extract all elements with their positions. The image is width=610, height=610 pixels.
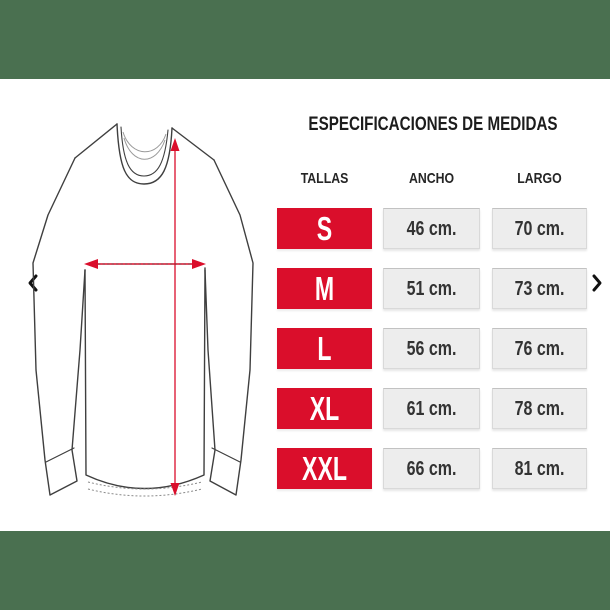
ancho-value: 56 cm.	[383, 328, 480, 369]
largo-value: 73 cm.	[492, 268, 587, 309]
carousel-next-button[interactable]	[590, 272, 606, 294]
largo-value: 70 cm.	[492, 208, 587, 249]
column-header-tallas: TALLAS	[300, 170, 349, 187]
left-cuff-seam	[45, 447, 75, 463]
ancho-value: 66 cm.	[383, 448, 480, 489]
ancho-value: 46 cm.	[383, 208, 480, 249]
left-shoulder	[74, 123, 118, 159]
size-badge: S	[277, 208, 372, 249]
ancho-value: 51 cm.	[383, 268, 480, 309]
column-header-largo: LARGO	[517, 170, 562, 187]
size-chart-title: ESPECIFICACIONES DE MEDIDAS	[308, 114, 558, 135]
width-arrow	[84, 259, 206, 269]
page-background-top-band	[0, 0, 610, 79]
table-row: XL 61 cm. 78 cm.	[277, 388, 589, 429]
collar-rib-2	[123, 137, 166, 160]
collar-inner	[120, 126, 169, 177]
shirt-measurement-diagram	[22, 110, 272, 511]
size-chart: ESPECIFICACIONES DE MEDIDAS TALLAS ANCHO…	[277, 112, 589, 494]
largo-value: 81 cm.	[492, 448, 587, 489]
left-sleeve	[32, 157, 86, 496]
size-badge: M	[277, 268, 372, 309]
page-background-bottom-band	[0, 531, 610, 610]
collar-rib-1	[122, 131, 167, 153]
right-shoulder	[171, 127, 215, 161]
ancho-value: 61 cm.	[383, 388, 480, 429]
collar-outer	[116, 123, 173, 185]
largo-value: 76 cm.	[492, 328, 587, 369]
chevron-right-icon	[590, 273, 606, 293]
size-badge: L	[277, 328, 372, 369]
body-outline	[84, 267, 206, 490]
hem-stitch-1	[87, 481, 203, 490]
table-row: M 51 cm. 73 cm.	[277, 268, 589, 309]
table-row: S 46 cm. 70 cm.	[277, 208, 589, 249]
table-row: L 56 cm. 76 cm.	[277, 328, 589, 369]
table-row: XXL 66 cm. 81 cm.	[277, 448, 589, 489]
size-badge: XL	[277, 388, 372, 429]
column-header-ancho: ANCHO	[408, 170, 455, 187]
largo-value: 78 cm.	[492, 388, 587, 429]
right-cuff-seam	[211, 447, 241, 463]
hem-stitch-2	[87, 488, 203, 497]
right-sleeve	[204, 159, 254, 496]
size-badge: XXL	[277, 448, 372, 489]
length-arrow	[170, 138, 180, 496]
